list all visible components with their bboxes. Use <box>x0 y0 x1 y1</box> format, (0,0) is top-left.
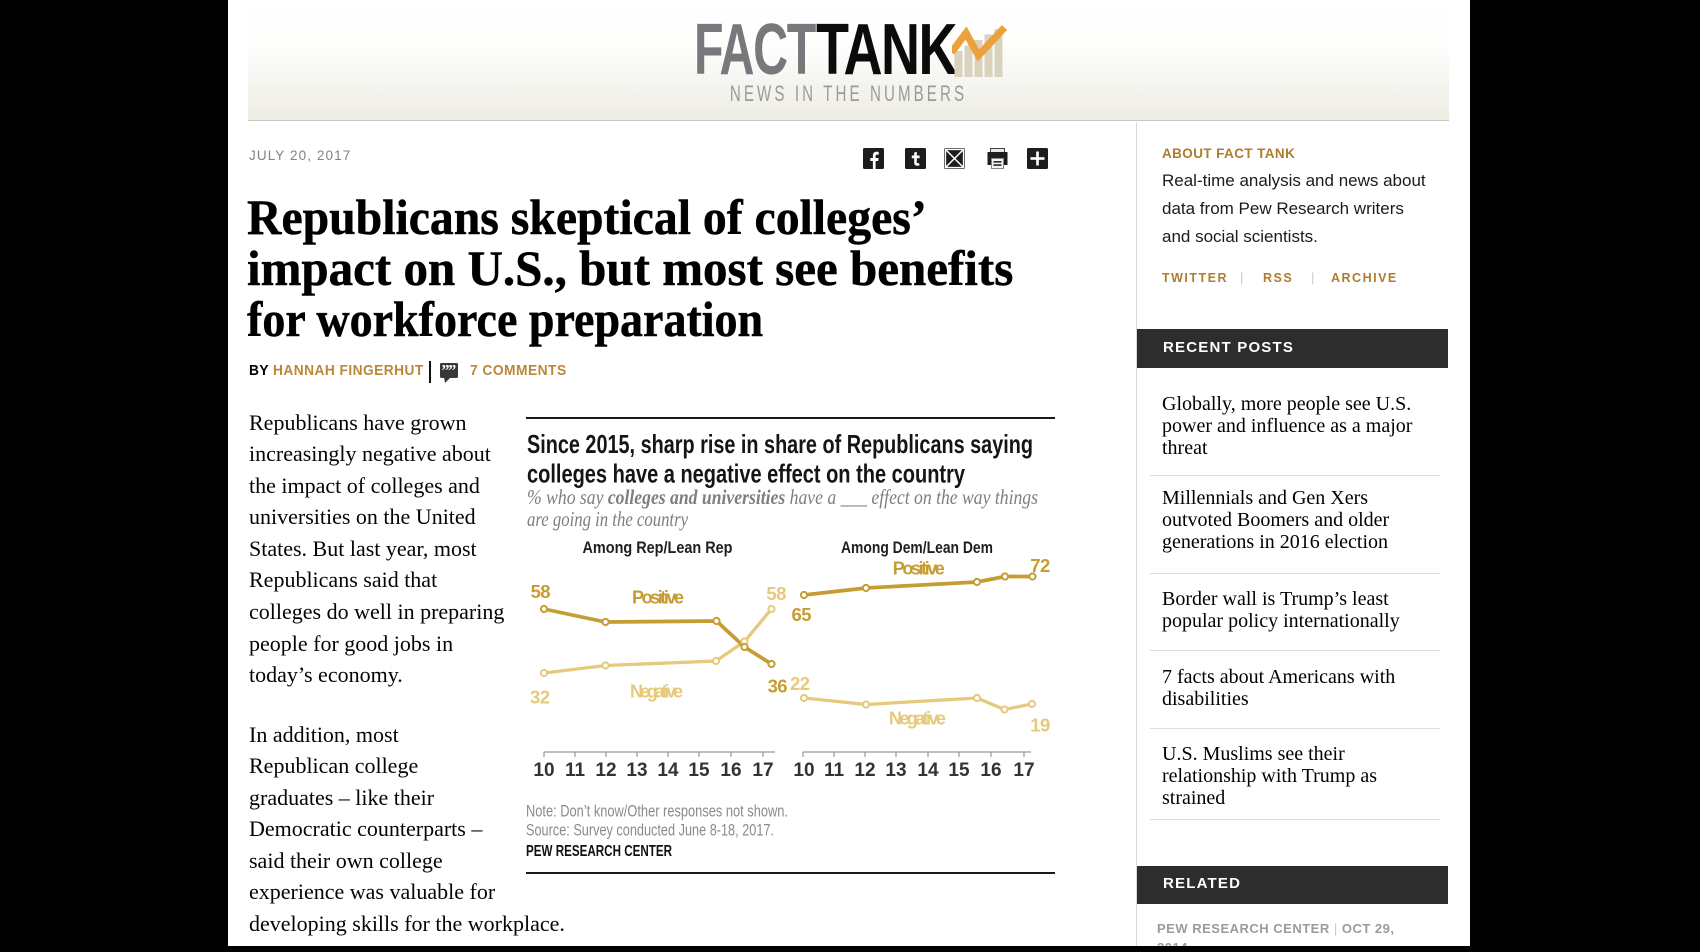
svg-text:65: 65 <box>792 604 812 625</box>
svg-text:”: ” <box>442 363 450 380</box>
svg-text:Since 2015, sharp rise in shar: Since 2015, sharp rise in share of Repub… <box>527 429 1033 459</box>
svg-text:17: 17 <box>752 760 773 781</box>
svg-text:Source: Survey conducted June: Source: Survey conducted June 8-18, 2017… <box>526 821 774 840</box>
svg-text:13: 13 <box>626 760 647 781</box>
svg-text:10: 10 <box>533 760 554 781</box>
svg-text:19: 19 <box>1030 715 1050 736</box>
svg-text:Negative: Negative <box>630 682 683 702</box>
svg-text:14: 14 <box>657 760 679 781</box>
svg-text:36: 36 <box>768 676 788 697</box>
svg-text:colleges have a negative effec: colleges have a negative effect on the c… <box>527 459 965 489</box>
svg-text:”: ” <box>448 363 456 380</box>
svg-text:12: 12 <box>595 760 616 781</box>
svg-text:12: 12 <box>854 760 875 781</box>
svg-text:Among Rep/Lean Rep: Among Rep/Lean Rep <box>583 538 733 557</box>
svg-text:are going in the country: are going in the country <box>527 507 689 531</box>
svg-text:11: 11 <box>565 760 586 781</box>
svg-text:PEW RESEARCH CENTER: PEW RESEARCH CENTER <box>526 843 672 860</box>
svg-text:16: 16 <box>720 760 741 781</box>
svg-text:22: 22 <box>790 673 810 694</box>
svg-text:16: 16 <box>980 760 1001 781</box>
svg-text:Among Dem/Lean Dem: Among Dem/Lean Dem <box>841 538 993 557</box>
svg-text:11: 11 <box>824 760 845 781</box>
svg-text:Positive: Positive <box>893 559 945 579</box>
svg-text:58: 58 <box>766 583 786 604</box>
svg-text:32: 32 <box>530 687 550 708</box>
svg-text:% who say colleges and univers: % who say colleges and universities have… <box>527 485 1038 509</box>
svg-text:72: 72 <box>1030 555 1050 576</box>
svg-text:15: 15 <box>948 760 970 781</box>
svg-text:10: 10 <box>793 760 814 781</box>
svg-text:58: 58 <box>531 581 551 602</box>
svg-text:Positive: Positive <box>632 588 684 608</box>
svg-text:15: 15 <box>688 760 710 781</box>
svg-text:13: 13 <box>885 760 906 781</box>
svg-text:14: 14 <box>917 760 939 781</box>
svg-text:Negative: Negative <box>889 709 946 729</box>
svg-text:17: 17 <box>1013 760 1034 781</box>
svg-text:Note: Don’t know/Other respons: Note: Don’t know/Other responses not sho… <box>526 802 788 821</box>
